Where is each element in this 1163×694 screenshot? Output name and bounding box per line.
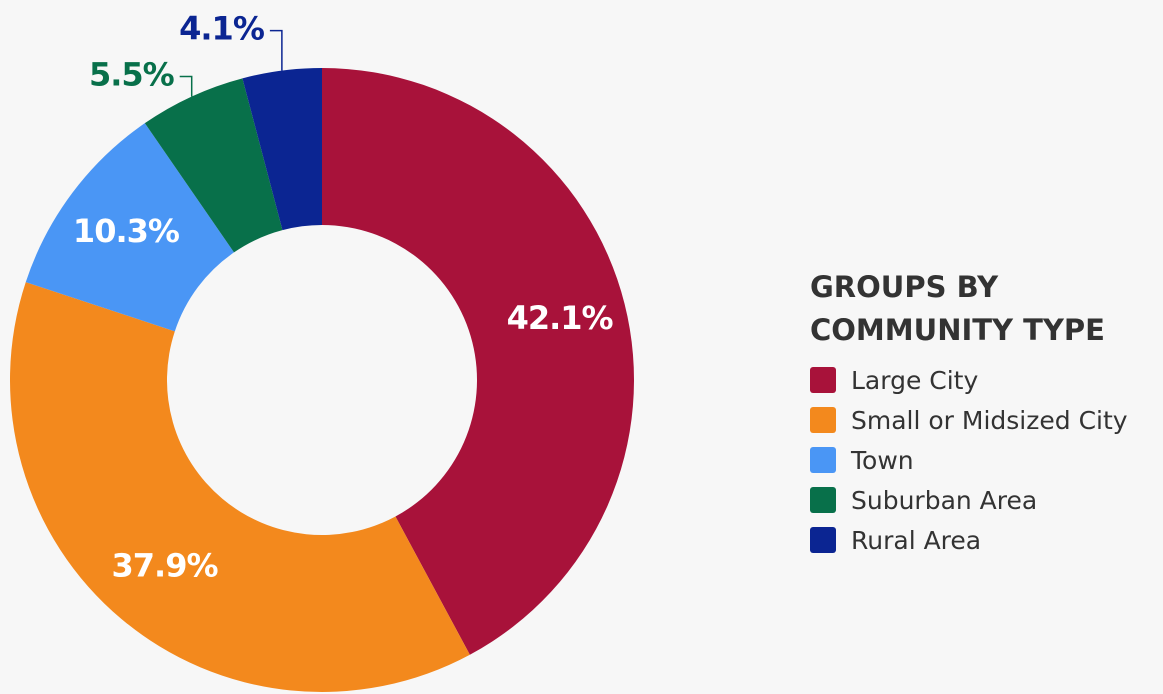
legend-item: Large City xyxy=(810,360,1160,400)
legend: GROUPS BY COMMUNITY TYPE Large City Small… xyxy=(810,266,1160,560)
legend-item: Small or Midsized City xyxy=(810,400,1160,440)
legend-swatch xyxy=(810,367,836,393)
slice xyxy=(25,123,234,332)
legend-item: Rural Area xyxy=(810,520,1160,560)
slice xyxy=(322,68,634,655)
legend-swatch xyxy=(810,527,836,553)
legend-swatch xyxy=(810,487,836,513)
slice xyxy=(242,68,322,231)
legend-item: Suburban Area xyxy=(810,480,1160,520)
chart: 42.1% 37.9% 10.3% 5.5%4.1% xyxy=(10,10,634,692)
legend-label: Large City xyxy=(851,365,979,395)
legend-item: Town xyxy=(810,440,1160,480)
legend-label: Town xyxy=(851,445,914,475)
legend-title: GROUPS BY COMMUNITY TYPE xyxy=(810,270,1105,347)
value-label: 4.1% xyxy=(179,10,265,48)
legend-label: Rural Area xyxy=(851,525,982,555)
legend-swatch xyxy=(810,447,836,473)
value-label: 10.3% xyxy=(73,212,180,250)
value-label: 42.1% xyxy=(507,299,614,337)
leader-line xyxy=(179,75,193,97)
slice xyxy=(10,282,470,692)
value-label: 37.9% xyxy=(112,547,219,585)
slice xyxy=(144,78,283,253)
value-label: 5.5% xyxy=(89,56,175,94)
legend-label: Suburban Area xyxy=(851,485,1038,515)
legend-swatch xyxy=(810,407,836,433)
leader-line xyxy=(269,29,283,71)
legend-label: Small or Midsized City xyxy=(851,405,1128,435)
